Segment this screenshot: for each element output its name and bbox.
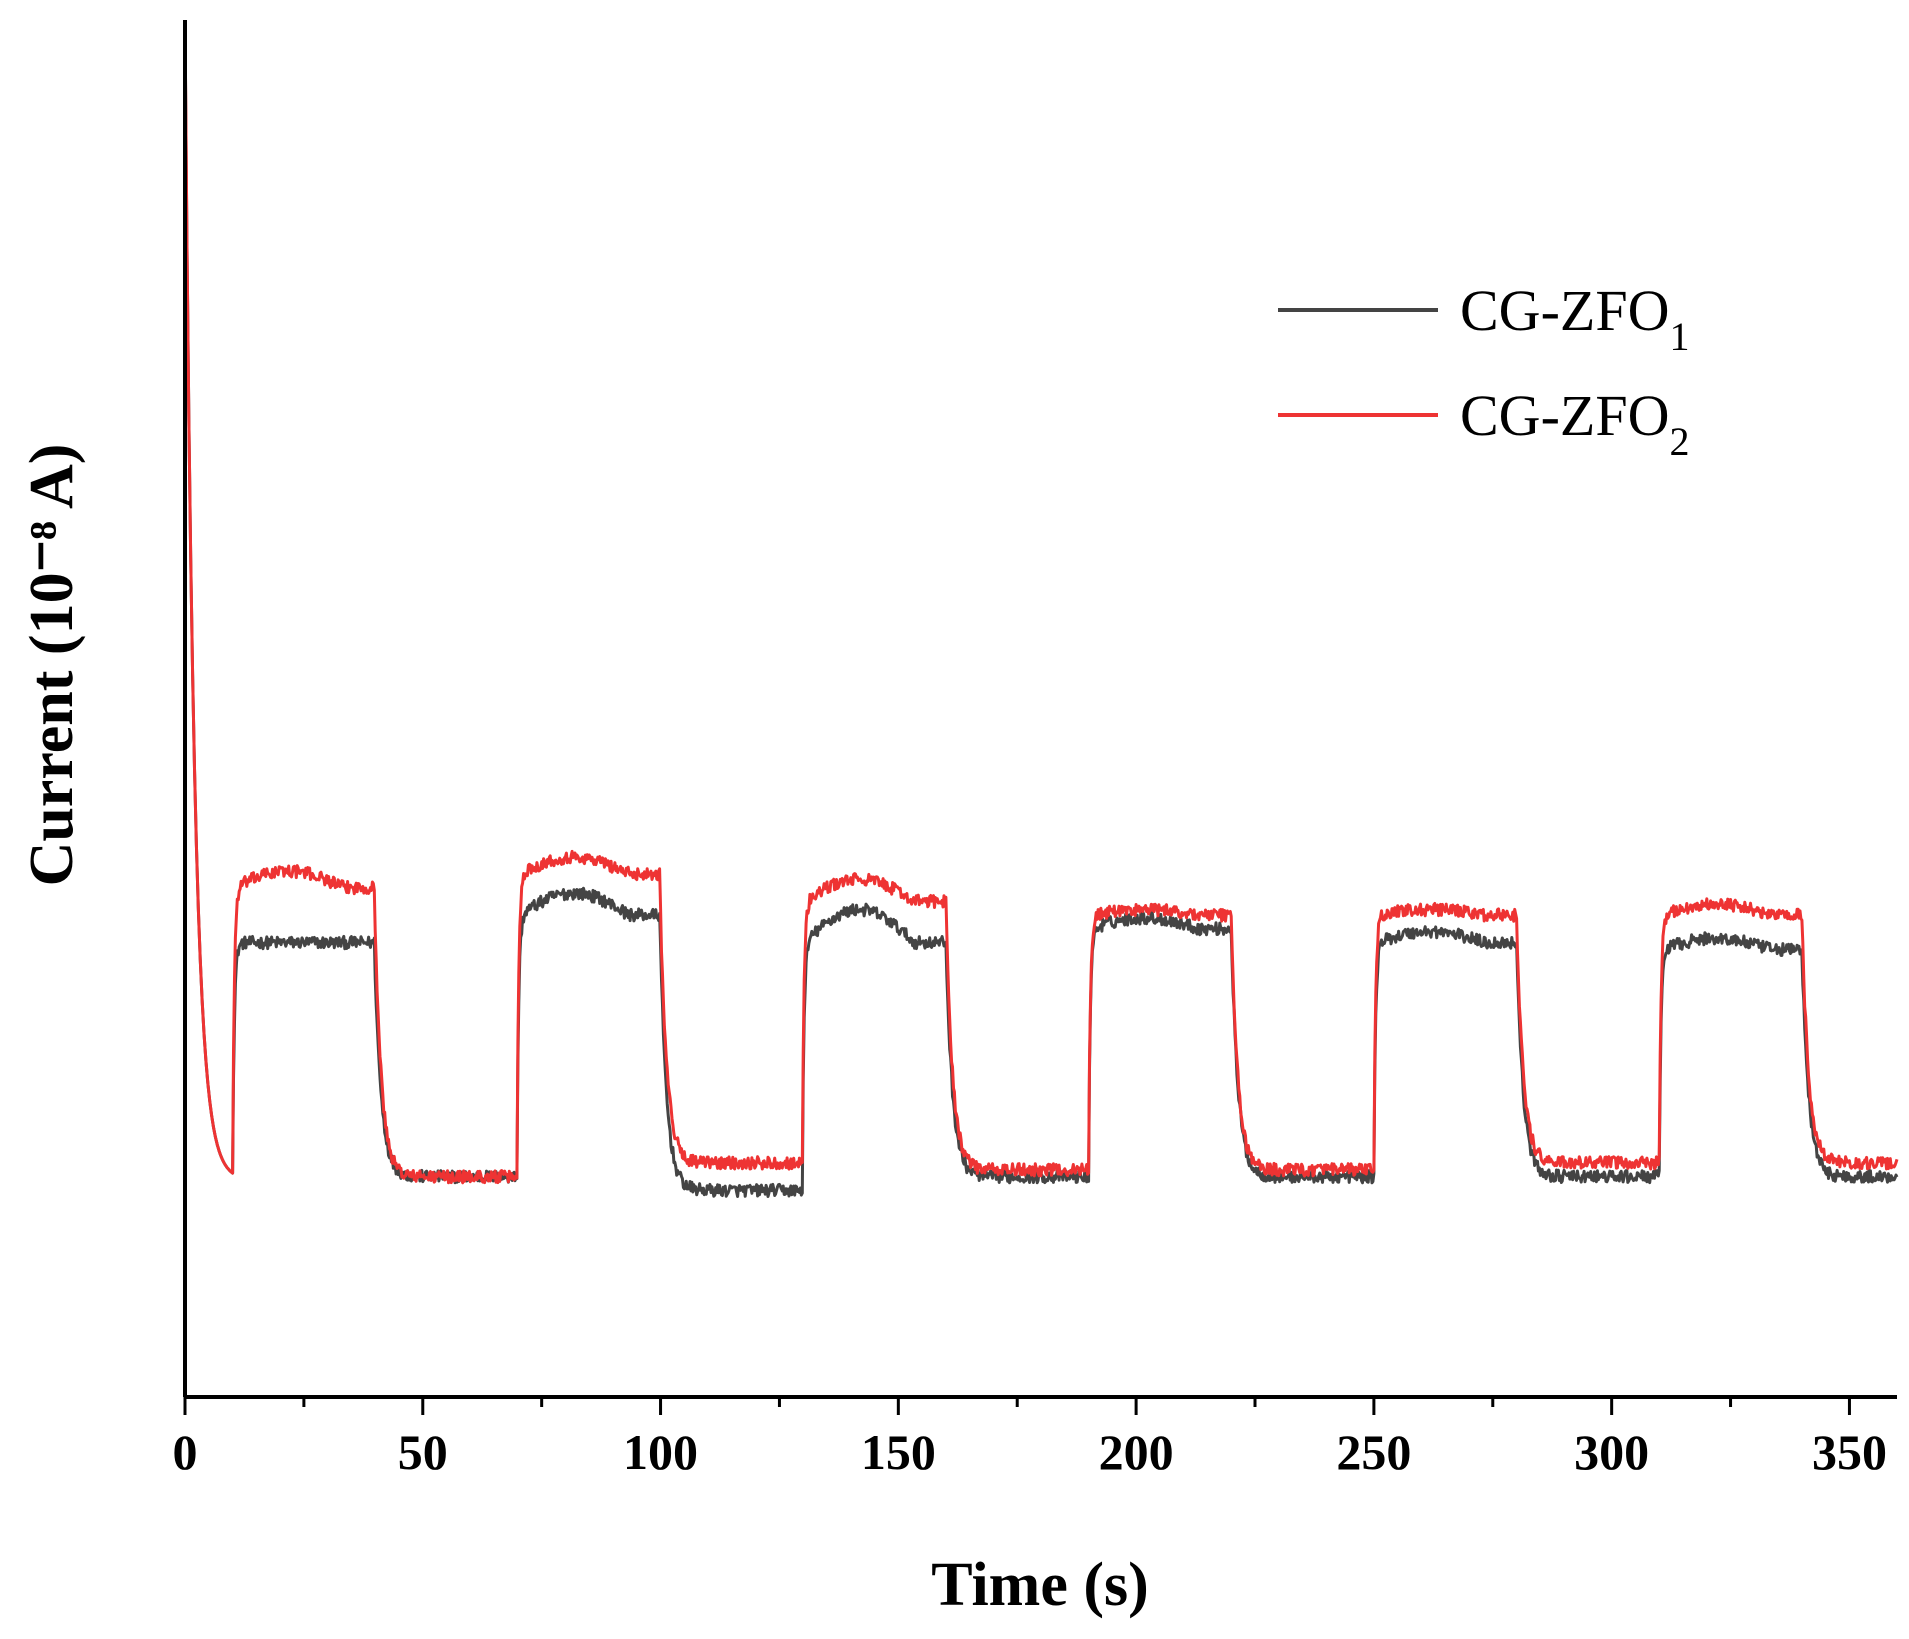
legend-label-cg-zfo2-sub: 2 (1669, 419, 1689, 464)
legend-label-cg-zfo2-base: CG-ZFO (1460, 383, 1669, 448)
legend: CG-ZFO1 CG-ZFO2 (1278, 278, 1689, 464)
legend-label-cg-zfo2: CG-ZFO2 (1460, 383, 1689, 464)
x-ticks: 0 50 100 150 200 250 300 350 (173, 1397, 1887, 1480)
x-tick-label-350: 350 (1812, 1424, 1887, 1480)
x-axis-title: Time (s) (931, 1551, 1149, 1619)
x-tick-label-50: 50 (398, 1424, 448, 1480)
x-tick-label-250: 250 (1336, 1424, 1411, 1480)
y-axis-title: Current (10⁻⁸ A) (18, 444, 86, 887)
x-tick-label-300: 300 (1574, 1424, 1649, 1480)
legend-label-cg-zfo1-base: CG-ZFO (1460, 278, 1669, 343)
legend-label-cg-zfo1-sub: 1 (1669, 314, 1689, 359)
series-line-cg-zfo1 (183, 19, 1899, 1198)
series-layer (183, 19, 1899, 1198)
series-line-cg-zfo2 (183, 19, 1899, 1185)
plot-area: 0 50 100 150 200 250 300 350 (173, 19, 1899, 1480)
x-tick-label-200: 200 (1099, 1424, 1174, 1480)
legend-label-cg-zfo1: CG-ZFO1 (1460, 278, 1689, 359)
x-tick-label-0: 0 (173, 1424, 198, 1480)
x-tick-label-150: 150 (861, 1424, 936, 1480)
x-tick-label-100: 100 (623, 1424, 698, 1480)
